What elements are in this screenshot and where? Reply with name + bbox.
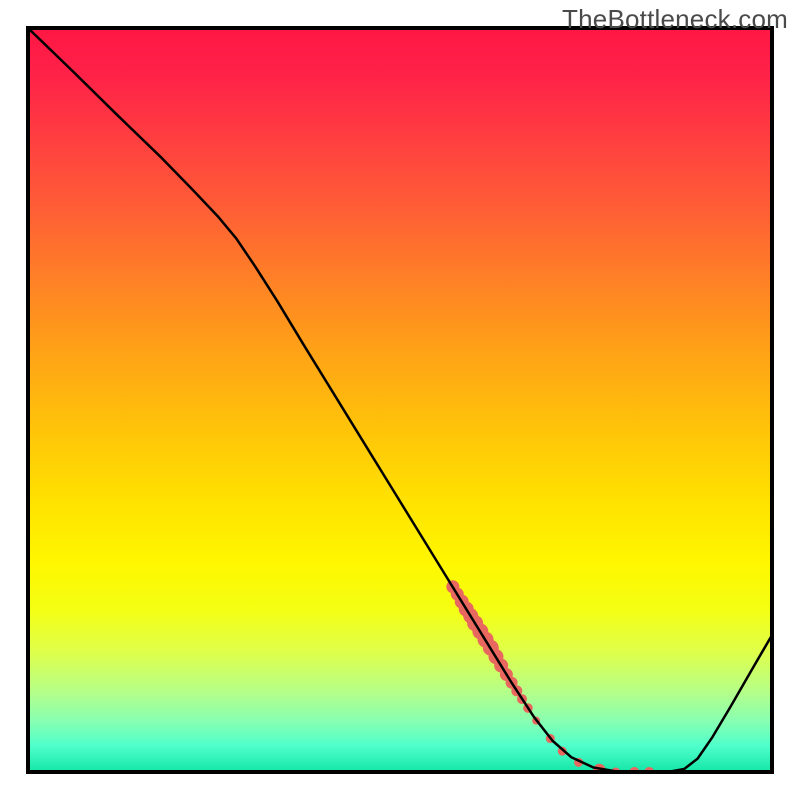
chart-container: TheBottleneck.com	[0, 0, 800, 800]
watermark-text: TheBottleneck.com	[562, 4, 788, 35]
gradient-background	[28, 28, 772, 772]
bottleneck-chart	[0, 0, 800, 800]
